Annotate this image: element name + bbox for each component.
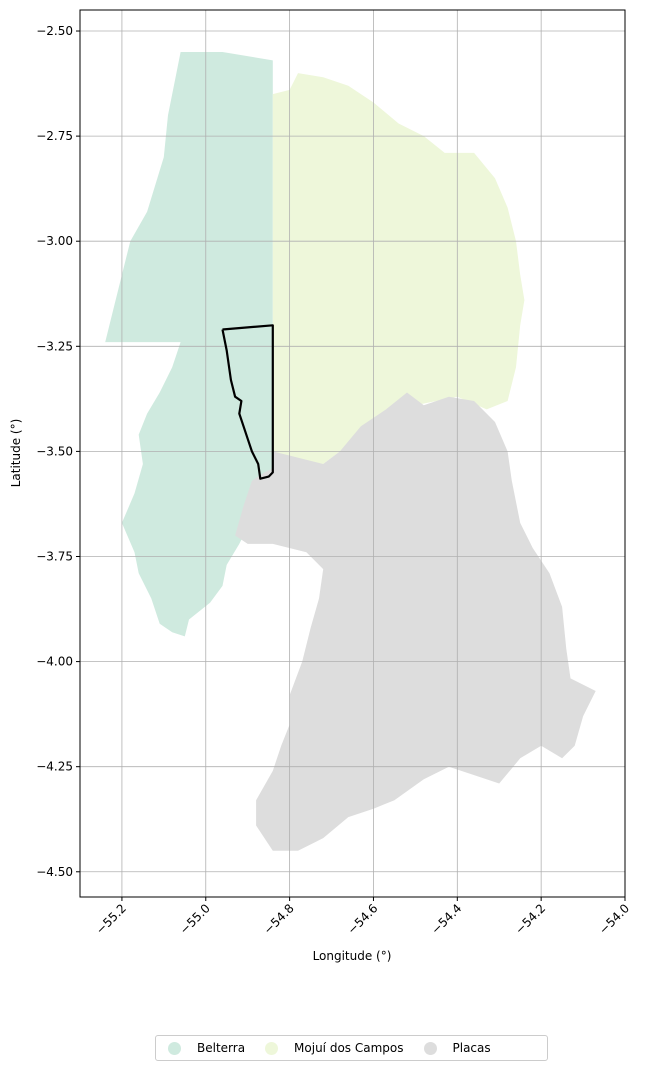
x-tick-label: −54.2 <box>512 901 548 937</box>
y-axis-ticks: −2.50 −2.75 −3.00 −3.25 −3.50 −3.75 −4.00 −4.25… <box>36 24 80 879</box>
legend-item-mojui-dos-campos: Mojuí dos Campos <box>265 1041 404 1055</box>
x-tick-label: −54.4 <box>429 901 465 937</box>
x-tick-label: −55.0 <box>177 901 213 937</box>
y-tick-label: −4.50 <box>36 865 73 879</box>
legend-marker-mojui-icon <box>265 1041 279 1055</box>
y-tick-label: −2.75 <box>36 129 73 143</box>
x-tick-label: −54.0 <box>596 901 632 937</box>
region-moju-dos-campos <box>272 73 525 464</box>
y-tick-label: −3.75 <box>36 549 73 563</box>
legend-item-belterra: Belterra <box>168 1041 245 1055</box>
x-tick-label: −54.6 <box>345 901 381 937</box>
y-tick-label: −3.25 <box>36 339 73 353</box>
x-axis-label: Longitude (°) <box>313 949 392 963</box>
plot-frame <box>79 9 626 898</box>
region-belterra <box>105 52 277 637</box>
outline-polygon <box>221 324 274 480</box>
legend-label: Belterra <box>197 1041 246 1055</box>
outline-boundary <box>221 324 274 480</box>
legend-label: Placas <box>452 1041 491 1055</box>
legend-item-placas: Placas <box>423 1041 491 1055</box>
x-tick-label: −54.8 <box>261 901 297 937</box>
legend-marker-belterra-icon <box>168 1041 181 1055</box>
region-placas <box>235 392 596 851</box>
y-tick-label: −4.00 <box>36 655 73 669</box>
legend-marker-placas-icon <box>423 1041 437 1055</box>
x-axis-ticks: −55.2 −55.0 −54.8 −54.6 −54.4 −54.2 −54.0 <box>93 897 632 937</box>
y-tick-label: −4.25 <box>36 760 73 774</box>
y-tick-label: −2.50 <box>36 24 73 38</box>
y-tick-label: −3.50 <box>36 444 73 458</box>
map-legend: Belterra Mojuí dos Campos Placas <box>155 1035 548 1061</box>
legend-label: Mojuí dos Campos <box>294 1041 404 1055</box>
y-axis-label: Latitude (°) <box>9 419 23 488</box>
x-tick-label: −55.2 <box>93 901 129 937</box>
y-tick-label: −3.00 <box>36 234 73 248</box>
map-regions <box>105 52 596 851</box>
